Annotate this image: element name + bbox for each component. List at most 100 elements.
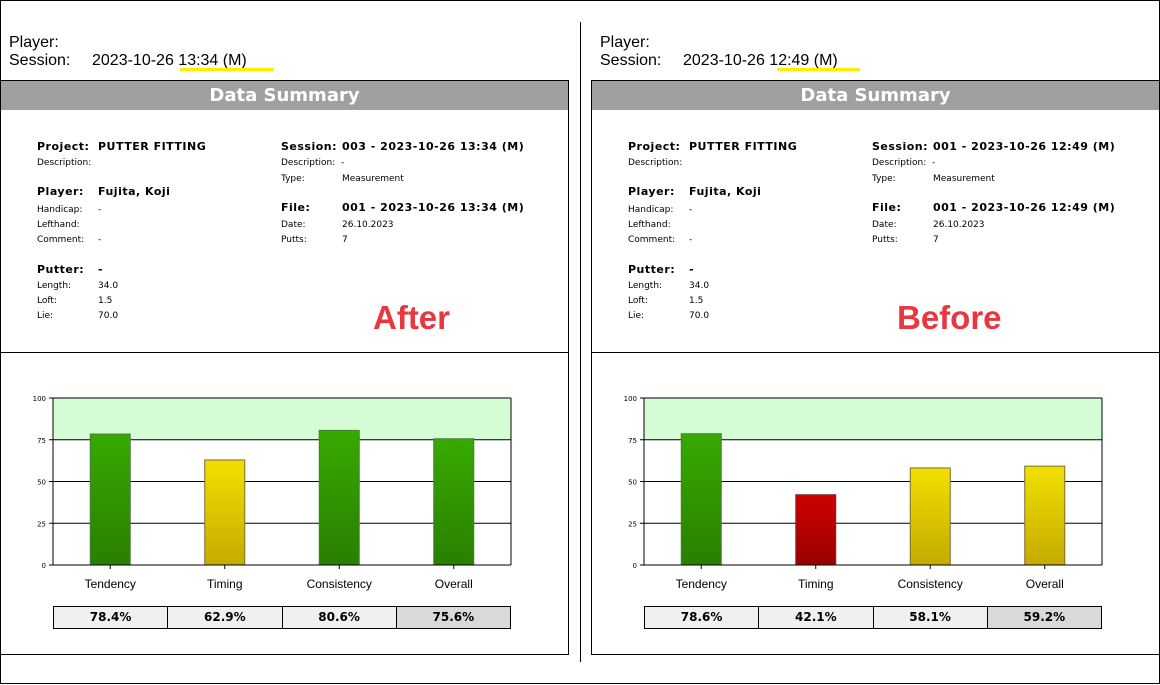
score-cell: 58.1% — [873, 607, 988, 628]
score-cell: 80.6% — [282, 607, 397, 628]
y-tick-label: 25 — [37, 520, 46, 528]
score-cell: 42.1% — [759, 607, 874, 628]
x-category-label: Consistency — [898, 577, 963, 591]
highlight-underline — [777, 68, 860, 71]
player-label: Player: — [628, 185, 675, 198]
player-value: Fujita, Koji — [98, 185, 171, 198]
handicap-label: Handicap: — [628, 205, 674, 215]
y-tick-label: 75 — [628, 437, 637, 445]
score-table: 78.4% 62.9% 80.6% 75.6% — [53, 606, 511, 629]
putter-value: - — [98, 263, 104, 276]
session-description-value: - — [341, 158, 345, 168]
file-label: File: — [281, 201, 311, 214]
target-band — [53, 398, 511, 440]
handicap-value: - — [98, 205, 102, 215]
length-label: Length: — [628, 281, 663, 291]
player-label: Player: — [600, 34, 650, 51]
putts-value: 7 — [342, 235, 348, 245]
lie-value: 70.0 — [98, 311, 119, 321]
session-label: Session: — [281, 140, 338, 153]
session-description-label: Description: — [281, 158, 336, 168]
y-tick-label: 0 — [633, 562, 637, 570]
bar-consistency — [909, 467, 951, 566]
score-bar-chart: 0 25 50 75 100 Tendency Timing Consistency Overa… — [33, 395, 512, 591]
bar-tendency — [89, 433, 131, 566]
lie-label: Lie: — [37, 311, 54, 321]
score-cell: 59.2% — [987, 607, 1101, 628]
y-tick-label: 50 — [628, 479, 637, 487]
project-value: PUTTER FITTING — [98, 140, 207, 153]
y-tick-label: 0 — [42, 562, 46, 570]
project-label: Project: — [628, 140, 681, 153]
putts-value: 7 — [933, 235, 939, 245]
y-tick-label: 100 — [33, 395, 46, 403]
bar-timing — [204, 459, 246, 566]
putter-label: Putter: — [628, 263, 676, 276]
bar-timing — [795, 494, 837, 566]
session-header: Player: Session: 2023-10-26 13:34 (M) — [9, 34, 247, 70]
date-label: Date: — [281, 220, 306, 230]
date-value: 26.10.2023 — [933, 220, 985, 230]
x-category-label: Consistency — [307, 577, 372, 591]
y-tick-label: 75 — [37, 437, 46, 445]
x-category-label: Overall — [1026, 577, 1064, 591]
loft-label: Loft: — [628, 296, 648, 306]
x-category-label: Tendency — [676, 577, 727, 591]
score-cell: 78.4% — [54, 607, 169, 628]
length-label: Length: — [37, 281, 72, 291]
putter-value: - — [689, 263, 695, 276]
data-summary-title: Data Summary — [1, 81, 568, 110]
comment-label: Comment: — [628, 235, 676, 245]
lie-value: 70.0 — [689, 311, 710, 321]
session-description-label: Description: — [872, 158, 927, 168]
annotation-label: After — [373, 299, 451, 336]
session-header: Player: Session: 2023-10-26 12:49 (M) — [600, 34, 838, 70]
target-band — [644, 398, 1102, 440]
data-summary-card: Data Summary Project: PUTTER FITTING Desc… — [591, 80, 1160, 655]
player-value: Fujita, Koji — [689, 185, 762, 198]
player-label: Player: — [37, 185, 84, 198]
bar-overall — [1024, 465, 1066, 566]
panel-after: Player: Session: 2023-10-26 13:34 (M) Dat… — [0, 0, 569, 684]
lefthand-label: Lefthand: — [628, 220, 671, 230]
annotation-label: Before — [897, 299, 1002, 336]
file-value: 001 - 2023-10-26 12:49 (M) — [933, 201, 1116, 214]
type-value: Measurement — [342, 174, 404, 184]
project-value: PUTTER FITTING — [689, 140, 798, 153]
description-label: Description: — [628, 158, 683, 168]
section-divider — [1, 352, 568, 353]
comment-label: Comment: — [37, 235, 85, 245]
bar-tendency — [680, 433, 722, 566]
bar-consistency — [318, 429, 360, 566]
project-label: Project: — [37, 140, 90, 153]
putts-label: Putts: — [281, 235, 307, 245]
lefthand-label: Lefthand: — [37, 220, 80, 230]
lie-label: Lie: — [628, 311, 645, 321]
score-cell: 62.9% — [168, 607, 283, 628]
type-label: Type: — [281, 174, 305, 184]
score-cell: 75.6% — [396, 607, 510, 628]
comment-value: - — [98, 235, 102, 245]
loft-value: 1.5 — [689, 296, 704, 306]
length-value: 34.0 — [689, 281, 710, 291]
bar-overall — [433, 438, 475, 566]
x-category-label: Overall — [435, 577, 473, 591]
y-tick-label: 100 — [624, 395, 637, 403]
x-category-label: Timing — [798, 577, 834, 591]
putter-label: Putter: — [37, 263, 85, 276]
x-category-label: Tendency — [85, 577, 136, 591]
description-label: Description: — [37, 158, 92, 168]
handicap-label: Handicap: — [37, 205, 83, 215]
loft-value: 1.5 — [98, 296, 113, 306]
type-label: Type: — [872, 174, 896, 184]
data-summary-title: Data Summary — [592, 81, 1159, 110]
highlight-underline — [180, 68, 274, 71]
handicap-value: - — [689, 205, 693, 215]
file-label: File: — [872, 201, 902, 214]
date-label: Date: — [872, 220, 897, 230]
comment-value: - — [689, 235, 693, 245]
session-value: 2023-10-26 13:34 (M) — [92, 52, 247, 69]
session-value: 001 - 2023-10-26 12:49 (M) — [933, 140, 1116, 153]
type-value: Measurement — [933, 174, 995, 184]
session-value: 2023-10-26 12:49 (M) — [683, 52, 838, 69]
